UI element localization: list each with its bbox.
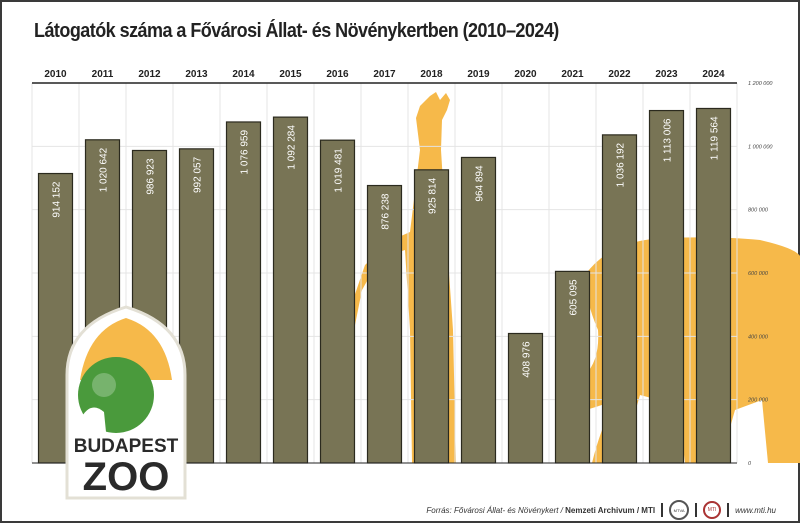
bar-2019: [460, 156, 497, 464]
x-tick-label: 2018: [420, 69, 443, 80]
bar-2014: [225, 121, 262, 464]
bar-value-label: 992 057: [193, 156, 204, 193]
y-tick-label: 800 000: [748, 208, 769, 214]
bar-value-label: 964 894: [475, 165, 486, 202]
x-tick-label: 2011: [92, 69, 114, 80]
bar-value-label: 1 113 006: [663, 118, 674, 162]
budapest-zoo-logo: BUDAPEST ZOO: [65, 305, 187, 500]
divider: [727, 503, 730, 517]
bar-2018: [413, 169, 450, 464]
divider: [695, 503, 698, 517]
bar-2021: [554, 270, 591, 464]
bar-value-label: 986 923: [146, 158, 157, 195]
bar-value-label: 1 019 481: [334, 148, 345, 193]
mtva-badge-icon: MTVA: [669, 500, 690, 520]
x-tick-label: 2016: [326, 69, 349, 80]
x-tick-label: 2010: [44, 69, 67, 80]
x-tick-label: 2020: [514, 69, 537, 80]
y-tick-label: 600 000: [748, 271, 769, 277]
mti-badge-icon: MTI: [703, 501, 722, 519]
bar-2016: [319, 139, 356, 464]
bar-2017: [366, 184, 403, 464]
source-footer: Forrás: Fővárosi Állat- és Növénykert / …: [426, 500, 776, 520]
mti-url-link[interactable]: www.mti.hu: [735, 505, 776, 515]
bar-value-label: 876 238: [381, 193, 392, 230]
x-tick-label: 2023: [655, 69, 678, 80]
y-tick-label: 1 000 000: [748, 144, 773, 150]
x-tick-label: 2015: [279, 69, 302, 80]
bar-2020: [507, 332, 544, 464]
bar-value-label: 1 092 284: [287, 125, 298, 170]
x-tick-label: 2019: [467, 69, 490, 80]
bar-2023: [648, 109, 685, 464]
x-tick-label: 2013: [185, 69, 208, 80]
x-tick-label: 2012: [138, 69, 161, 80]
bar-value-label: 605 095: [569, 279, 580, 316]
logo-line1: BUDAPEST: [74, 436, 179, 457]
bar-value-label: 408 976: [522, 341, 533, 378]
x-tick-label: 2014: [232, 69, 255, 80]
x-tick-label: 2021: [561, 69, 584, 80]
chart-title: Látogatók száma a Fővárosi Állat- és Növ…: [34, 20, 559, 42]
x-tick-label: 2022: [608, 69, 631, 80]
y-tick-label: 1 200 000: [748, 81, 773, 87]
x-tick-label: 2024: [702, 69, 725, 80]
y-tick-label: 0: [748, 461, 752, 467]
source-text: Forrás: Fővárosi Állat- és Növénykert / …: [426, 505, 656, 515]
logo-line2: ZOO: [83, 455, 170, 499]
y-tick-label: 200 000: [747, 398, 769, 404]
y-tick-label: 400 000: [748, 334, 769, 340]
divider: [661, 503, 664, 517]
bar-value-label: 1 119 564: [710, 116, 721, 160]
x-tick-label: 2017: [373, 69, 396, 80]
bar-value-label: 1 076 959: [240, 130, 251, 175]
bar-2022: [601, 134, 638, 464]
bar-value-label: 1 020 642: [99, 147, 110, 192]
bar-2024: [695, 107, 732, 464]
bar-value-label: 914 152: [52, 181, 63, 218]
bar-value-label: 925 814: [428, 177, 439, 214]
bar-value-label: 1 036 192: [616, 142, 627, 187]
